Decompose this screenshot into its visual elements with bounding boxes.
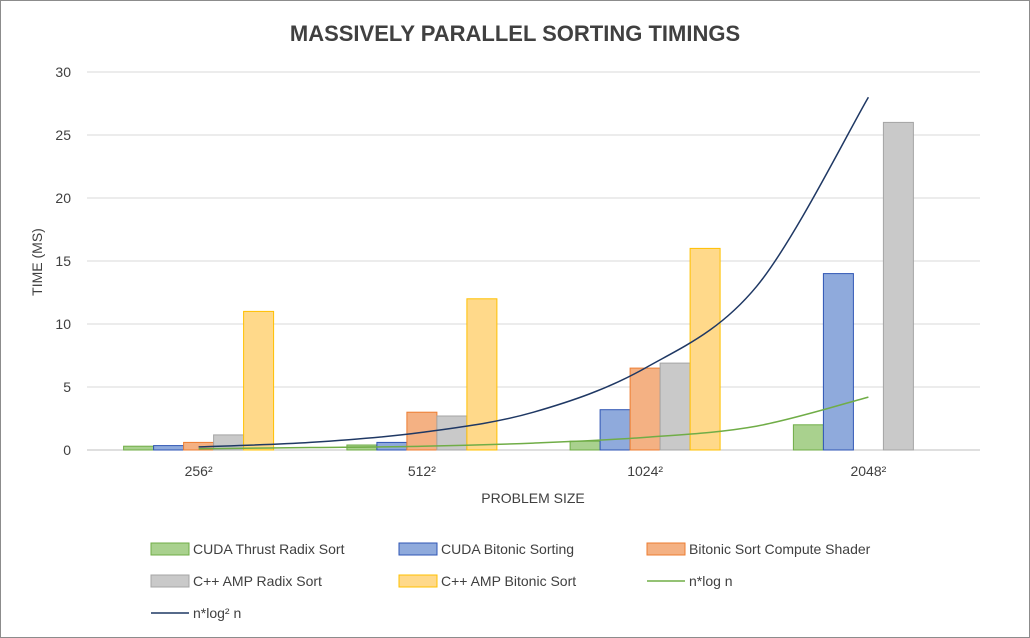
y-tick-label: 10 xyxy=(55,316,71,332)
legend: CUDA Thrust Radix Sort CUDA Bitonic Sorti… xyxy=(150,541,871,621)
bar-cuda-thrust-radix-sort-2 xyxy=(569,440,601,451)
y-tick-label: 25 xyxy=(55,127,71,143)
bar-c-amp-radix-sort-3 xyxy=(882,121,914,451)
line-n-log-n xyxy=(198,96,870,448)
y-tick-labels: 0 5 10 15 20 25 30 xyxy=(55,64,71,458)
trend-lines xyxy=(198,96,870,450)
x-tick-label: 1024² xyxy=(627,463,663,479)
y-tick-label: 5 xyxy=(63,379,71,395)
bar-cuda-bitonic-sorting-3 xyxy=(822,273,854,451)
x-tick-label: 256² xyxy=(185,463,213,479)
x-tick-label: 2048² xyxy=(850,463,886,479)
y-tick-label: 0 xyxy=(63,442,71,458)
bars xyxy=(123,121,914,451)
legend-label: Bitonic Sort Compute Shader xyxy=(689,541,871,557)
legend-label: n*log² n xyxy=(193,605,241,621)
chart-title: MASSIVELY PARALLEL SORTING TIMINGS xyxy=(290,21,740,46)
x-axis-label: PROBLEM SIZE xyxy=(481,490,584,506)
legend-swatch xyxy=(646,542,686,556)
x-tick-label: 512² xyxy=(408,463,436,479)
bar-c-amp-bitonic-sort-1 xyxy=(466,298,498,451)
legend-label: C++ AMP Bitonic Sort xyxy=(441,573,576,589)
x-tick-labels: 256² 512² 1024² 2048² xyxy=(185,463,887,479)
bar-c-amp-bitonic-sort-0 xyxy=(243,310,275,451)
legend-swatch xyxy=(150,542,190,556)
bar-c-amp-bitonic-sort-2 xyxy=(689,247,721,451)
legend-label: C++ AMP Radix Sort xyxy=(193,573,322,589)
gridlines xyxy=(87,71,980,451)
y-tick-label: 20 xyxy=(55,190,71,206)
bar-cuda-bitonic-sorting-0 xyxy=(153,445,185,451)
legend-swatch xyxy=(150,574,190,588)
legend-label: CUDA Thrust Radix Sort xyxy=(193,541,345,557)
legend-swatch xyxy=(398,574,438,588)
y-axis-label: TIME (MS) xyxy=(29,228,45,296)
bar-cuda-bitonic-sorting-2 xyxy=(599,409,631,451)
legend-label: CUDA Bitonic Sorting xyxy=(441,541,574,557)
line-n-log-n xyxy=(198,396,869,450)
y-tick-label: 30 xyxy=(55,64,71,80)
legend-swatch xyxy=(398,542,438,556)
bar-cuda-thrust-radix-sort-3 xyxy=(792,424,824,451)
y-tick-label: 15 xyxy=(55,253,71,269)
bar-cuda-thrust-radix-sort-0 xyxy=(123,445,155,451)
bar-c-amp-radix-sort-2 xyxy=(659,362,691,451)
legend-label: n*log n xyxy=(689,573,733,589)
